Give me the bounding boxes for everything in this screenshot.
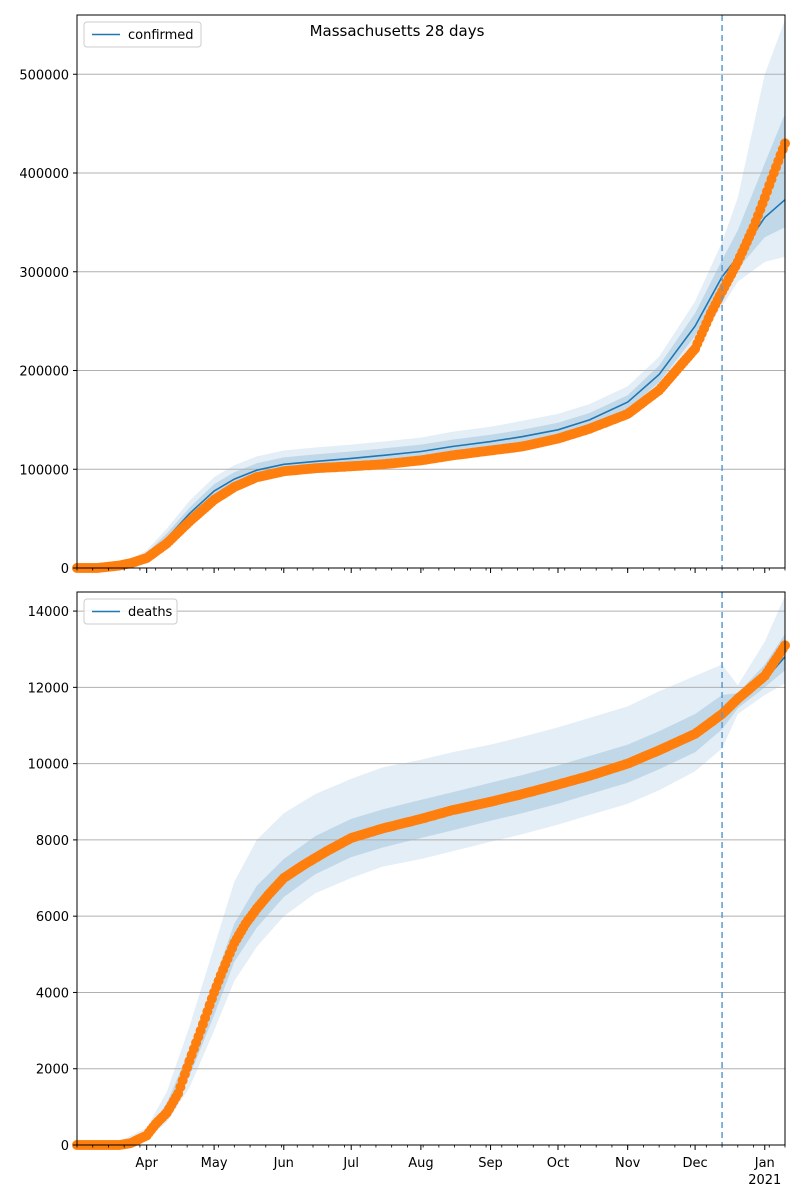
deaths-y-tick-label: 12000 [28,681,69,696]
confirmed-panel: 0 100000 200000 300000 400000 500000 confirme… [19,14,790,577]
x-year-label: 2021 [748,1173,781,1188]
confirmed-observed-points [72,138,790,573]
confirmed-gridlines [77,73,785,569]
x-month-label: May [201,1156,228,1171]
x-month-label: Oct [547,1156,569,1171]
deaths-panel: 0 2000 4000 6000 8000 10000 12000 14000 Apr May J… [28,591,790,1188]
deaths-legend-box [83,598,178,625]
x-month-label: Dec [683,1156,708,1171]
x-month-label: Aug [408,1156,433,1171]
x-month-label: Sep [478,1156,503,1171]
confirmed-band-outer [77,19,785,568]
deaths-y-tick-label: 4000 [36,986,69,1001]
confirmed-band-inner [77,113,785,569]
x-month-label: Jul [342,1156,359,1171]
x-month-label: Jun [273,1156,294,1171]
deaths-y-tick-label: 10000 [28,758,69,773]
confirmed-x-ticks [76,568,786,573]
deaths-y-tick-label: 8000 [36,834,69,849]
confirmed-y-tick-label: 100000 [19,463,69,478]
x-month-label: Jan [754,1156,775,1171]
x-axis-month-labels: Apr May Jun Jul Aug Sep Oct Nov Dec Jan 2021 [135,1156,781,1188]
deaths-band-inner [77,634,785,1145]
deaths-y-tick-label: 14000 [28,605,69,620]
deaths-axes-frame [76,591,786,1146]
deaths-y-axis: 0 2000 4000 6000 8000 10000 12000 14000 [28,605,77,1154]
deaths-band-outer [77,595,785,1145]
confirmed-y-tick-label: 300000 [19,266,69,281]
confirmed-y-axis: 0 100000 200000 300000 400000 500000 [19,68,77,577]
confirmed-legend-label: confirmed [128,28,194,43]
deaths-y-tick-label: 0 [61,1139,69,1154]
deaths-y-tick-label: 2000 [36,1063,69,1078]
chart-title: Massachusetts 28 days [310,22,485,40]
confirmed-uncertainty-bands [77,19,785,569]
deaths-uncertainty-bands [77,595,785,1145]
x-month-label: Apr [135,1156,158,1171]
deaths-legend-label: deaths [128,605,173,620]
confirmed-y-tick-label: 200000 [19,365,69,380]
confirmed-y-tick-label: 500000 [19,68,69,83]
deaths-legend: deaths [83,598,178,625]
deaths-y-tick-label: 6000 [36,910,69,925]
confirmed-legend: confirmed [83,21,202,48]
confirmed-y-tick-label: 0 [61,562,69,577]
confirmed-axes-frame [76,14,786,569]
confirmed-y-tick-label: 400000 [19,167,69,182]
x-month-label: Nov [615,1156,641,1171]
deaths-x-ticks [76,1145,786,1150]
confirmed-legend-box [83,21,202,48]
deaths-observed-points [72,640,790,1150]
